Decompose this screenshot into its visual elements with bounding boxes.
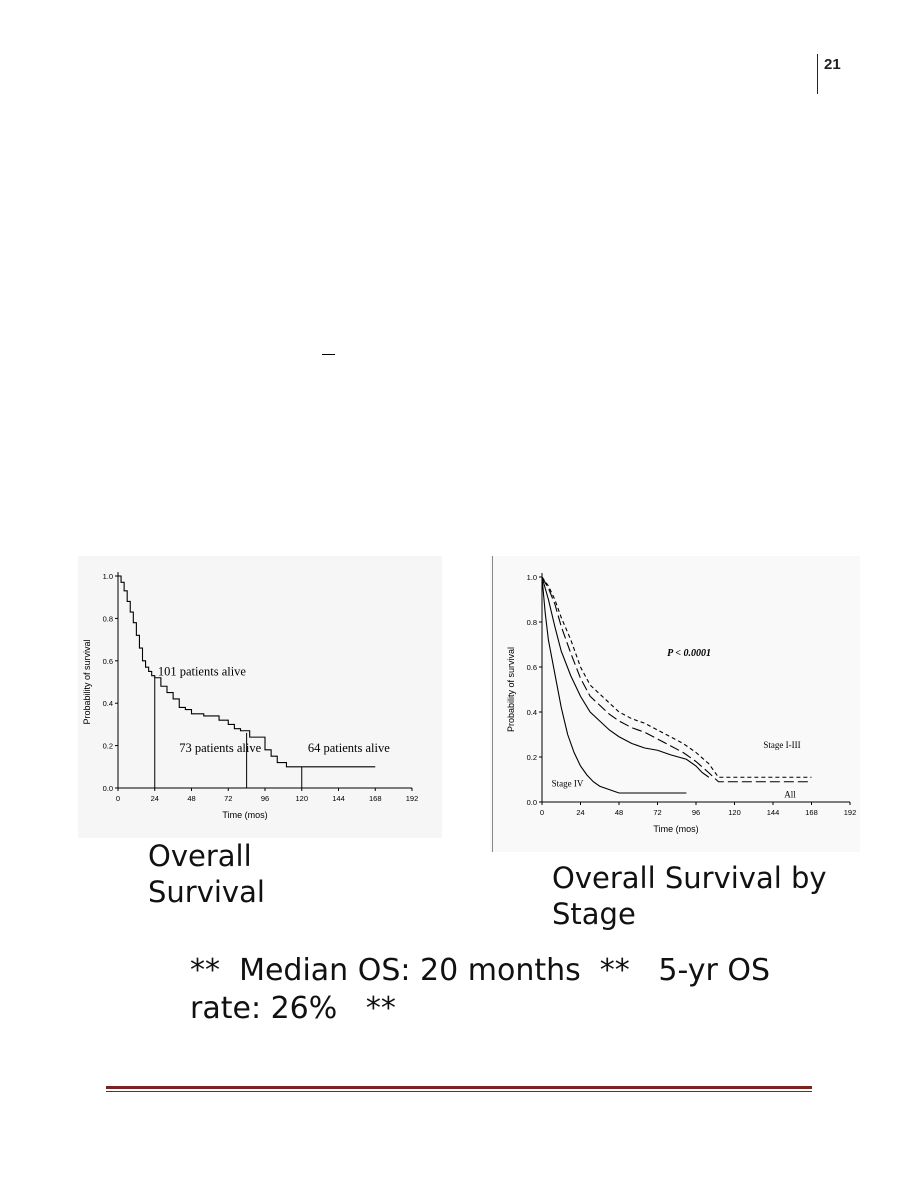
chart1-x-tick-label: 96 bbox=[261, 794, 269, 803]
figure-scan-edge bbox=[492, 556, 493, 852]
chart1-y-tick-label: 0.2 bbox=[103, 742, 113, 751]
chart1-x-axis-label: Time (mos) bbox=[222, 810, 267, 820]
chart2-x-tick-label: 120 bbox=[728, 808, 741, 817]
chart1-annotation: 73 patients alive bbox=[179, 741, 261, 755]
chart1-y-tick-label: 0.4 bbox=[103, 699, 113, 708]
chart2-x-tick-label: 96 bbox=[692, 808, 700, 817]
chart2-y-tick-label: 0.4 bbox=[527, 708, 537, 717]
chart1-annotation: 64 patients alive bbox=[308, 741, 390, 755]
overall-survival-figure-background bbox=[78, 556, 442, 838]
chart1-x-tick-label: 72 bbox=[224, 794, 232, 803]
header-divider bbox=[817, 54, 818, 94]
footer-rule bbox=[106, 1086, 812, 1089]
chart1-y-tick-label: 0.6 bbox=[103, 657, 113, 666]
page-number: 21 bbox=[824, 56, 841, 73]
chart2-y-tick-label: 0.0 bbox=[527, 798, 537, 807]
overall-survival-caption: Overall Survival bbox=[148, 839, 265, 909]
survival-by-stage-caption: Overall Survival by Stage bbox=[552, 861, 827, 931]
chart2-annotation: Stage I-III bbox=[763, 740, 800, 750]
chart2-y-tick-label: 1.0 bbox=[527, 573, 537, 582]
chart1-y-axis-label: Probability of survival bbox=[82, 639, 92, 724]
chart2-x-axis-label: Time (mos) bbox=[653, 824, 698, 834]
survival-by-stage-chart: 0 24 48 72 96 120 144 168 192 0.0 0.2 0.4 0.6 0.8 1.0 T… bbox=[506, 573, 857, 834]
chart1-x-tick-label: 144 bbox=[332, 794, 345, 803]
chart1-series-line-0 bbox=[118, 575, 376, 768]
chart2-y-tick-label: 0.8 bbox=[527, 618, 537, 627]
chart2-series-all bbox=[541, 576, 812, 783]
chart1-y-tick-label: 0.8 bbox=[103, 614, 113, 623]
chart2-x-tick-label: 72 bbox=[653, 808, 661, 817]
chart2-annotation: P < 0.0001 bbox=[667, 648, 711, 659]
chart2-x-tick-label: 24 bbox=[576, 808, 584, 817]
chart1-annotation: 101 patients alive bbox=[158, 665, 247, 679]
chart1-x-tick-label: 24 bbox=[151, 794, 159, 803]
chart1-y-tick-label: 1.0 bbox=[103, 572, 113, 581]
chart2-y-tick-label: 0.2 bbox=[527, 753, 537, 762]
survival-summary: ** Median OS: 20 months ** 5-yr OS rate:… bbox=[190, 953, 780, 1026]
survival-by-stage-figure-background bbox=[490, 556, 860, 852]
chart1-y-tick-label: 0.0 bbox=[103, 784, 113, 793]
chart2-x-tick-label: 48 bbox=[615, 808, 623, 817]
chart1-x-tick-label: 120 bbox=[295, 794, 308, 803]
chart1-x-tick-label: 0 bbox=[116, 794, 120, 803]
chart2-y-axis-label: Probability of survival bbox=[506, 647, 516, 732]
chart1-x-tick-label: 48 bbox=[187, 794, 195, 803]
chart2-series-stage-i-iii bbox=[541, 576, 812, 778]
chart1-x-tick-label: 168 bbox=[369, 794, 382, 803]
chart2-x-tick-label: 144 bbox=[767, 808, 780, 817]
chart2-annotation: Stage IV bbox=[552, 778, 584, 788]
overall-survival-chart: 0 24 48 72 96 120 144 168 192 0.0 0.2 0.4 0.6 0.8 1.0 T… bbox=[82, 572, 419, 820]
chart2-x-tick-label: 0 bbox=[540, 808, 544, 817]
chart2-y-tick-label: 0.6 bbox=[527, 663, 537, 672]
chart2-x-tick-label: 192 bbox=[844, 808, 857, 817]
stray-dash-mark bbox=[322, 354, 335, 355]
chart2-series-line-2 bbox=[541, 576, 710, 778]
footer-rule-thin bbox=[106, 1091, 812, 1092]
chart1-x-tick-label: 192 bbox=[406, 794, 419, 803]
chart2-series-stage-iv bbox=[541, 576, 687, 794]
chart2-x-tick-label: 168 bbox=[805, 808, 818, 817]
chart2-annotation: All bbox=[784, 790, 796, 800]
